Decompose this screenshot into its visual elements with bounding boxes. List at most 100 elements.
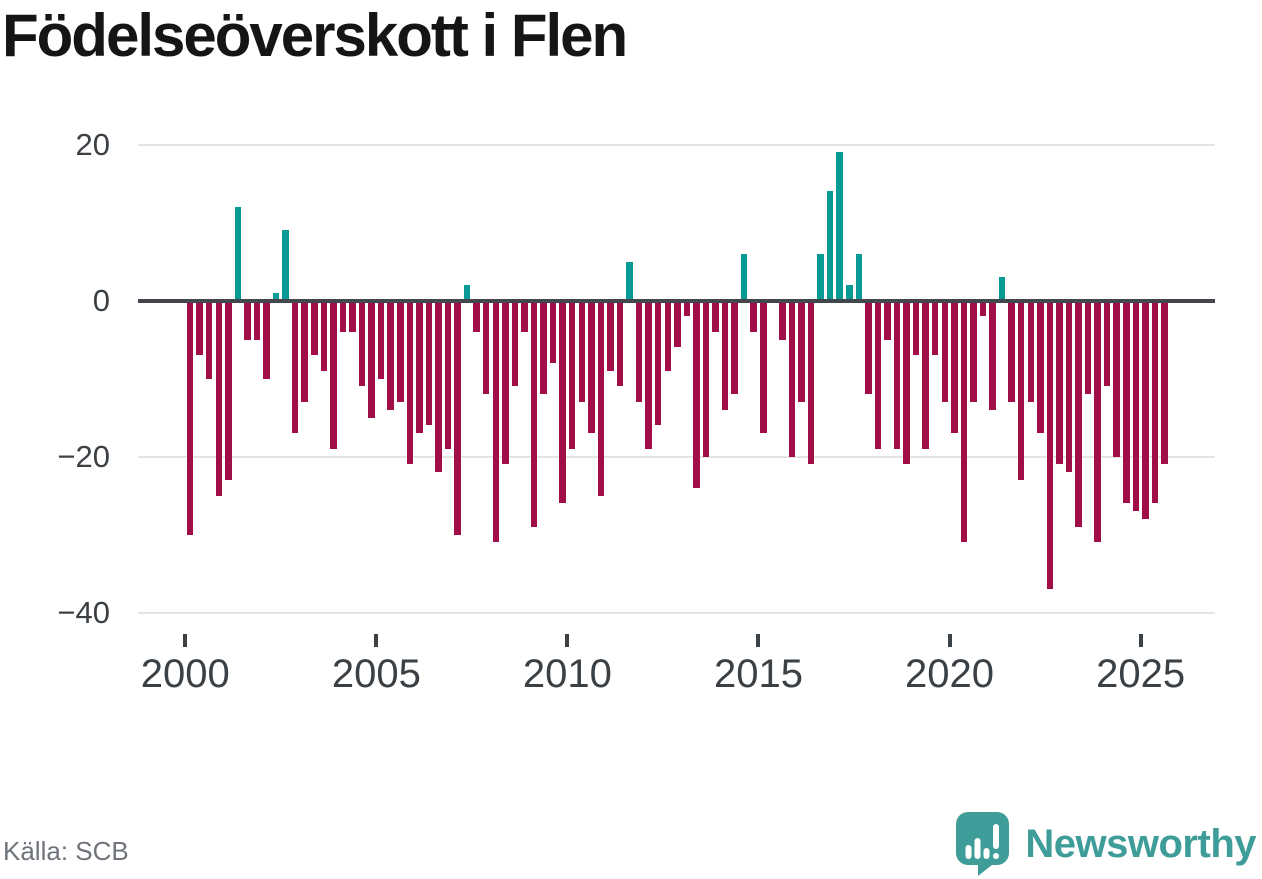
bar-2008Q4 <box>521 300 528 332</box>
bar-2018Q2 <box>884 300 891 340</box>
gridline-y--40 <box>138 611 1215 614</box>
x-axis-tick-label: 2010 <box>522 652 612 696</box>
y-axis-tick-label: 20 <box>75 126 110 162</box>
bar-2014Q1 <box>721 300 729 410</box>
bar-2018Q1 <box>874 300 882 449</box>
bar-2021Q3 <box>1008 300 1015 402</box>
bar-2005Q1 <box>377 300 385 379</box>
bar-2011Q2 <box>616 300 624 387</box>
bar-2011Q3 <box>626 261 633 301</box>
bar-2023Q4 <box>1094 300 1101 543</box>
bar-2000Q3 <box>205 300 213 379</box>
x-axis-tick-label: 2020 <box>905 652 995 696</box>
bar-2019Q3 <box>931 300 939 356</box>
bar-2013Q4 <box>712 300 719 332</box>
bar-2000Q2 <box>196 300 203 356</box>
bar-2024Q4 <box>1132 300 1140 512</box>
bar-2001Q1 <box>225 300 232 480</box>
bar-2007Q3 <box>473 300 480 332</box>
bar-2023Q2 <box>1075 300 1082 527</box>
y-axis-tick-label: −40 <box>57 594 110 630</box>
bar-2003Q4 <box>330 300 337 449</box>
x-axis-tick-2015 <box>756 634 761 647</box>
bar-2006Q2 <box>425 300 433 426</box>
bar-2022Q4 <box>1056 300 1063 465</box>
bar-2020Q2 <box>960 300 968 543</box>
bar-2005Q4 <box>406 300 414 465</box>
bar-2023Q3 <box>1084 300 1092 395</box>
bar-2024Q2 <box>1113 300 1120 457</box>
bar-2004Q4 <box>368 300 375 418</box>
y-axis-tick-label: 0 <box>92 282 110 318</box>
x-axis-tick-label: 2005 <box>331 652 421 696</box>
bar-2005Q3 <box>397 300 404 402</box>
bar-2010Q2 <box>578 300 586 402</box>
gridline-y-20 <box>138 143 1215 146</box>
bar-2010Q3 <box>588 300 595 434</box>
bar-2022Q3 <box>1046 300 1054 590</box>
y-axis-tick-label: −20 <box>57 438 110 474</box>
bar-2015Q4 <box>788 300 796 457</box>
bar-2025Q3 <box>1161 300 1168 465</box>
bar-2017Q2 <box>846 284 853 301</box>
bar-2015Q3 <box>779 300 786 340</box>
bar-2021Q4 <box>1017 300 1025 480</box>
newsworthy-speech-bubble-bar-chart-icon <box>956 812 1012 876</box>
bar-2003Q3 <box>320 300 328 371</box>
bar-2010Q1 <box>568 300 576 449</box>
bar-2008Q1 <box>492 300 500 543</box>
bar-2025Q1 <box>1142 300 1149 519</box>
bar-2002Q2 <box>272 292 280 301</box>
bar-2003Q2 <box>311 300 318 356</box>
bar-2020Q3 <box>970 300 977 402</box>
bar-2021Q1 <box>989 300 996 410</box>
bar-2022Q1 <box>1027 300 1034 402</box>
bar-2011Q1 <box>607 300 614 371</box>
bar-2006Q1 <box>416 300 423 434</box>
bar-2011Q4 <box>635 300 643 402</box>
bar-2004Q3 <box>358 300 366 387</box>
newsworthy-wordmark: Newsworthy <box>1025 822 1256 866</box>
x-axis-tick-label: 2015 <box>713 652 803 696</box>
bar-2006Q4 <box>444 300 452 449</box>
bar-2012Q1 <box>645 300 652 449</box>
bar-2006Q3 <box>435 300 442 473</box>
x-axis-tick-2000 <box>183 634 188 647</box>
bar-2012Q2 <box>654 300 662 426</box>
bar-2021Q2 <box>998 277 1006 301</box>
bar-2013Q2 <box>693 300 700 488</box>
bar-2018Q3 <box>893 300 901 449</box>
bar-2020Q1 <box>951 300 958 434</box>
bar-2003Q1 <box>301 300 308 402</box>
bar-2012Q4 <box>674 300 681 348</box>
bar-2009Q2 <box>540 300 547 395</box>
bar-2024Q1 <box>1103 300 1111 387</box>
bar-2009Q3 <box>549 300 557 363</box>
x-axis-tick-2020 <box>947 634 952 647</box>
bar-2007Q2 <box>463 284 471 301</box>
bar-2016Q2 <box>807 300 815 465</box>
bar-2018Q4 <box>903 300 910 465</box>
bar-2001Q2 <box>234 206 242 301</box>
bar-2001Q3 <box>244 300 251 340</box>
bar-2019Q4 <box>941 300 949 402</box>
bar-2014Q2 <box>731 300 738 395</box>
bar-2012Q3 <box>664 300 671 371</box>
bar-2000Q1 <box>186 300 194 535</box>
x-axis-tick-2025 <box>1138 634 1143 647</box>
bar-2020Q4 <box>979 300 987 317</box>
x-axis-tick-label: 2000 <box>140 652 230 696</box>
bar-2013Q1 <box>683 300 691 317</box>
bar-2002Q4 <box>291 300 299 434</box>
bar-2007Q1 <box>454 300 461 535</box>
bar-2025Q2 <box>1151 300 1159 504</box>
bar-2008Q3 <box>511 300 519 387</box>
bar-2000Q4 <box>215 300 222 496</box>
zero-baseline <box>138 298 1215 303</box>
bar-2016Q4 <box>826 191 834 301</box>
bar-2010Q4 <box>597 300 605 496</box>
bar-2014Q4 <box>750 300 757 332</box>
bar-2009Q4 <box>559 300 566 504</box>
x-axis-tick-2005 <box>374 634 379 647</box>
bar-2013Q3 <box>702 300 710 457</box>
